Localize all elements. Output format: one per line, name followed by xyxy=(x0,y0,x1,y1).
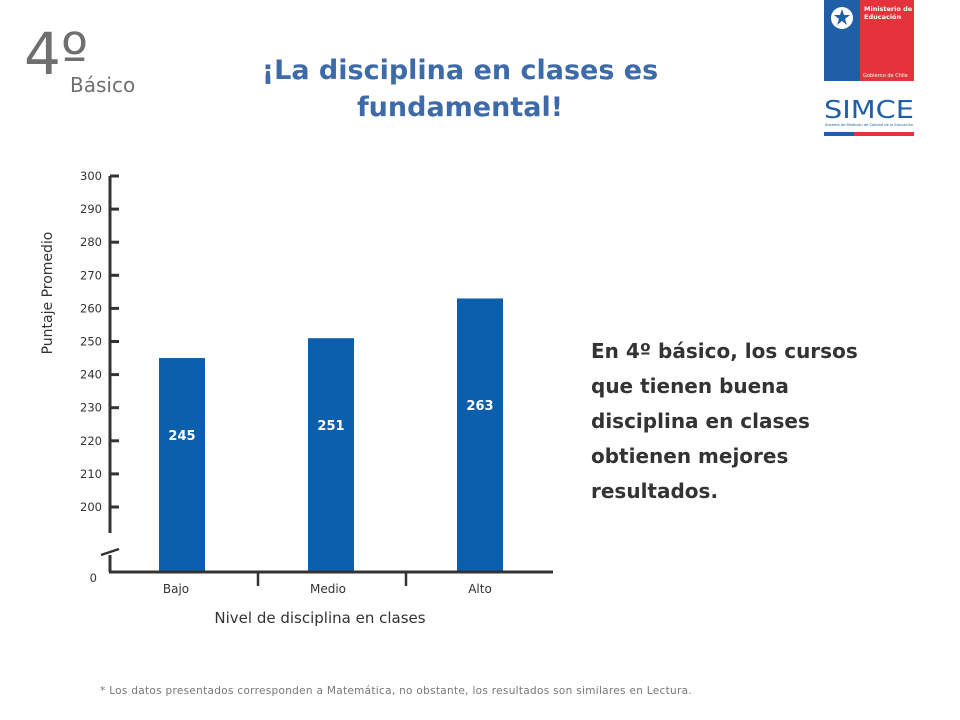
x-tick-label: Alto xyxy=(468,582,492,596)
insight-line: que tienen buena xyxy=(591,374,789,398)
insight-line: resultados. xyxy=(591,479,719,503)
coat-of-arms-icon xyxy=(831,7,853,29)
logo-red-block xyxy=(860,0,914,81)
y-tick-label: 200 xyxy=(80,500,102,514)
x-tick-label: Bajo xyxy=(163,582,189,596)
y-tick-label: 300 xyxy=(80,169,102,183)
insight-line: En 4º básico, los cursos xyxy=(591,339,858,363)
y-tick-label: 210 xyxy=(80,467,102,481)
bar-value-label: 263 xyxy=(466,399,493,414)
y-tick-label: 240 xyxy=(80,368,102,382)
y-axis-title: Puntaje Promedio xyxy=(40,232,56,355)
bar-value-label: 245 xyxy=(168,429,195,444)
x-tick-label: Medio xyxy=(310,582,346,596)
bars: 245 251 263 xyxy=(159,298,503,572)
y-tick-label: 220 xyxy=(80,434,102,448)
x-axis-title: Nivel de disciplina en clases xyxy=(214,609,425,627)
bar-alto xyxy=(457,298,503,572)
y-tick-label-zero: 0 xyxy=(90,571,97,585)
y-axis-ticks: 300 290 280 270 260 250 240 230 220 210 200 0 xyxy=(80,169,120,585)
bar-chart: 300 290 280 270 260 250 240 230 220 210 200 0 245 25… xyxy=(40,169,553,627)
page-title-line-2: fundamental! xyxy=(356,92,564,123)
y-tick-label: 250 xyxy=(80,335,102,349)
insight-text: En 4º básico, los cursos que tienen buen… xyxy=(591,334,931,509)
simce-logo: SIMCE Sistema de Medición de Calidad de … xyxy=(824,95,914,136)
grade-badge: 4º Básico xyxy=(24,20,164,96)
ministry-logo: Ministerio de Educación Gobierno de Chil… xyxy=(824,0,914,81)
y-tick-label: 270 xyxy=(80,268,102,282)
footnote: * Los datos presentados corresponden a M… xyxy=(100,685,692,697)
bar-medio xyxy=(308,338,354,572)
y-tick-label: 290 xyxy=(80,202,102,216)
ministry-line-2: Educación xyxy=(864,13,902,21)
simce-wordmark: SIMCE xyxy=(824,95,914,124)
ministry-line-1: Ministerio de xyxy=(864,5,913,13)
page-title-line-1: ¡La disciplina en clases es xyxy=(261,55,659,86)
bar-value-label: 251 xyxy=(317,419,344,434)
insight-line: disciplina en clases xyxy=(591,409,810,433)
y-tick-label: 260 xyxy=(80,301,102,315)
y-tick-label: 230 xyxy=(80,401,102,415)
simce-stripe-red xyxy=(854,132,914,136)
grade-number: 4º xyxy=(24,20,89,88)
y-tick-label: 280 xyxy=(80,235,102,249)
insight-line: obtienen mejores xyxy=(591,444,789,468)
axis-break-mark xyxy=(100,547,120,557)
simce-subtitle: Sistema de Medición de Calidad de la Edu… xyxy=(825,123,913,127)
grade-label: Básico xyxy=(70,73,136,97)
government-label: Gobierno de Chile xyxy=(863,73,908,79)
page-title: ¡La disciplina en clases es fundamental! xyxy=(220,52,700,126)
bar-bajo xyxy=(159,358,205,572)
x-axis: Bajo Medio Alto xyxy=(109,570,553,596)
simce-stripe-blue xyxy=(824,132,854,136)
